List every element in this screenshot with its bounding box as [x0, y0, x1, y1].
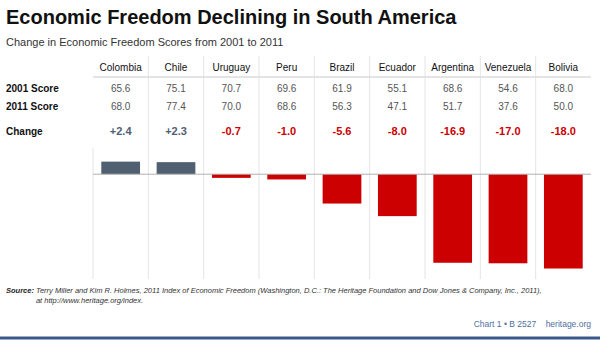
category-label: Uruguay: [212, 62, 250, 73]
score: 77.4: [166, 101, 186, 112]
chart: Economic Freedom Declining in South Amer…: [0, 0, 600, 347]
score: 68.6: [443, 83, 463, 94]
score: 68.0: [554, 83, 574, 94]
score: 54.6: [498, 83, 518, 94]
data-label: +2.3: [165, 125, 187, 137]
category-label: Colombia: [100, 62, 143, 73]
zero-line: [93, 174, 591, 175]
bar: [544, 174, 583, 268]
category-label: Brazil: [329, 62, 354, 73]
score: 68.0: [111, 101, 131, 112]
data-label: -16.9: [440, 125, 465, 137]
category-label: Peru: [276, 62, 297, 73]
column-separator: [314, 56, 315, 279]
column-separator: [480, 56, 481, 279]
footer: Chart 1 • B 2527 heritage.org: [474, 319, 592, 329]
category-label: Bolivia: [549, 62, 579, 73]
score: 68.6: [277, 101, 297, 112]
data-label: -1.0: [277, 125, 296, 137]
data-label: -18.0: [551, 125, 576, 137]
column-separator: [148, 56, 149, 279]
bar: [323, 174, 362, 203]
category-label: Venezuela: [485, 62, 532, 73]
data-label: -17.0: [495, 125, 520, 137]
score: 69.6: [277, 83, 297, 94]
bar: [378, 174, 417, 216]
score: 70.7: [222, 83, 242, 94]
title: Economic Freedom Declining in South Amer…: [6, 6, 457, 28]
background: [0, 0, 600, 347]
score: 75.1: [166, 83, 186, 94]
bottom-rule: [0, 337, 600, 340]
bar: [157, 162, 196, 174]
column-separator: [259, 56, 260, 279]
score: 70.0: [222, 101, 242, 112]
row-label: Change: [6, 126, 43, 137]
column-separator: [535, 56, 536, 279]
score: 51.7: [443, 101, 463, 112]
source: Terry Miller and Kim R. Holmes, 2011 Ind…: [34, 286, 542, 305]
score: 56.3: [332, 101, 352, 112]
bar: [433, 174, 472, 263]
data-label: +2.4: [110, 125, 133, 137]
bar: [212, 174, 251, 178]
score: 55.1: [388, 83, 408, 94]
bar: [267, 174, 306, 179]
score: 50.0: [554, 101, 574, 112]
score: 47.1: [388, 101, 408, 112]
column-separator: [369, 56, 370, 279]
value-axis: [93, 148, 94, 279]
score: 61.9: [332, 83, 352, 94]
column-separator: [203, 56, 204, 279]
bar: [489, 174, 528, 263]
bars: [101, 162, 582, 269]
data-label: -5.6: [333, 125, 352, 137]
subtitle: Change in Economic Freedom Scores from 2…: [6, 36, 283, 48]
category-label: Chile: [165, 62, 188, 73]
row-label: 2011 Score: [6, 101, 59, 112]
data-label: -8.0: [388, 125, 407, 137]
source-label: Source:: [6, 286, 34, 295]
row-label: 2001 Score: [6, 83, 59, 94]
data-label: -0.7: [222, 125, 241, 137]
bar: [101, 162, 140, 175]
score: 37.6: [498, 101, 518, 112]
category-label: Ecuador: [379, 62, 417, 73]
score: 65.6: [111, 83, 131, 94]
header-separator: [93, 77, 591, 78]
column-separator: [425, 56, 426, 279]
category-label: Argentina: [431, 62, 474, 73]
